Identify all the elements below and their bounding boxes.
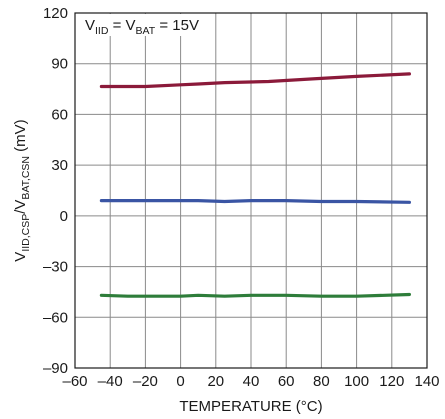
x-tick-label: 20 bbox=[207, 373, 224, 390]
series-group bbox=[99, 72, 411, 298]
annotation-prefix: V bbox=[85, 17, 95, 34]
x-tick-label: –60 bbox=[62, 373, 87, 390]
x-tick-label: 60 bbox=[278, 373, 295, 390]
y-tick-label: –60 bbox=[43, 309, 68, 326]
y-title-sub2: BAT,CSN bbox=[20, 156, 32, 200]
x-tick-label: 80 bbox=[313, 373, 330, 390]
series-line-3 bbox=[99, 292, 411, 298]
annotation-sub1: IID bbox=[95, 25, 109, 37]
grid bbox=[75, 13, 427, 368]
y-tick-label: 30 bbox=[51, 157, 68, 174]
x-tick-label: 40 bbox=[243, 373, 260, 390]
y-title-suffix: (mV) bbox=[12, 119, 29, 156]
y-tick-label: 120 bbox=[43, 5, 68, 22]
annotation: VIID = VBAT = 15V bbox=[85, 17, 199, 37]
y-tick-label: 90 bbox=[51, 56, 68, 73]
x-tick-label: –40 bbox=[98, 373, 123, 390]
annotation-mid: = V bbox=[108, 17, 135, 34]
x-tick-label: 0 bbox=[176, 373, 184, 390]
series-line-2 bbox=[99, 199, 411, 204]
x-tick-label: 140 bbox=[414, 373, 439, 390]
y-title-mid: /V bbox=[12, 200, 29, 214]
x-tick-label: 100 bbox=[344, 373, 369, 390]
y-title-sub1: IID,CSP bbox=[20, 214, 32, 252]
plot-frame bbox=[74, 12, 428, 369]
x-tick-label: 120 bbox=[379, 373, 404, 390]
y-axis-title: VIID,CSP/VBAT,CSN (mV) bbox=[12, 119, 32, 261]
y-tick-label: 0 bbox=[60, 208, 68, 225]
y-tick-labels: –90 –60 –30 0 30 60 90 120 bbox=[43, 5, 68, 377]
x-axis-title: TEMPERATURE (°C) bbox=[179, 398, 322, 415]
series-line-1 bbox=[99, 72, 411, 89]
annotation-background bbox=[82, 14, 202, 36]
y-title-prefix: V bbox=[12, 252, 29, 262]
y-tick-label: 60 bbox=[51, 106, 68, 123]
annotation-suffix: = 15V bbox=[155, 17, 199, 34]
x-tick-labels: –60 –40 –20 0 20 40 60 80 100 120 140 bbox=[62, 373, 439, 390]
annotation-sub2: BAT bbox=[136, 25, 156, 37]
y-tick-label: –30 bbox=[43, 259, 68, 276]
y-tick-label: –90 bbox=[43, 360, 68, 377]
x-tick-label: –20 bbox=[133, 373, 158, 390]
